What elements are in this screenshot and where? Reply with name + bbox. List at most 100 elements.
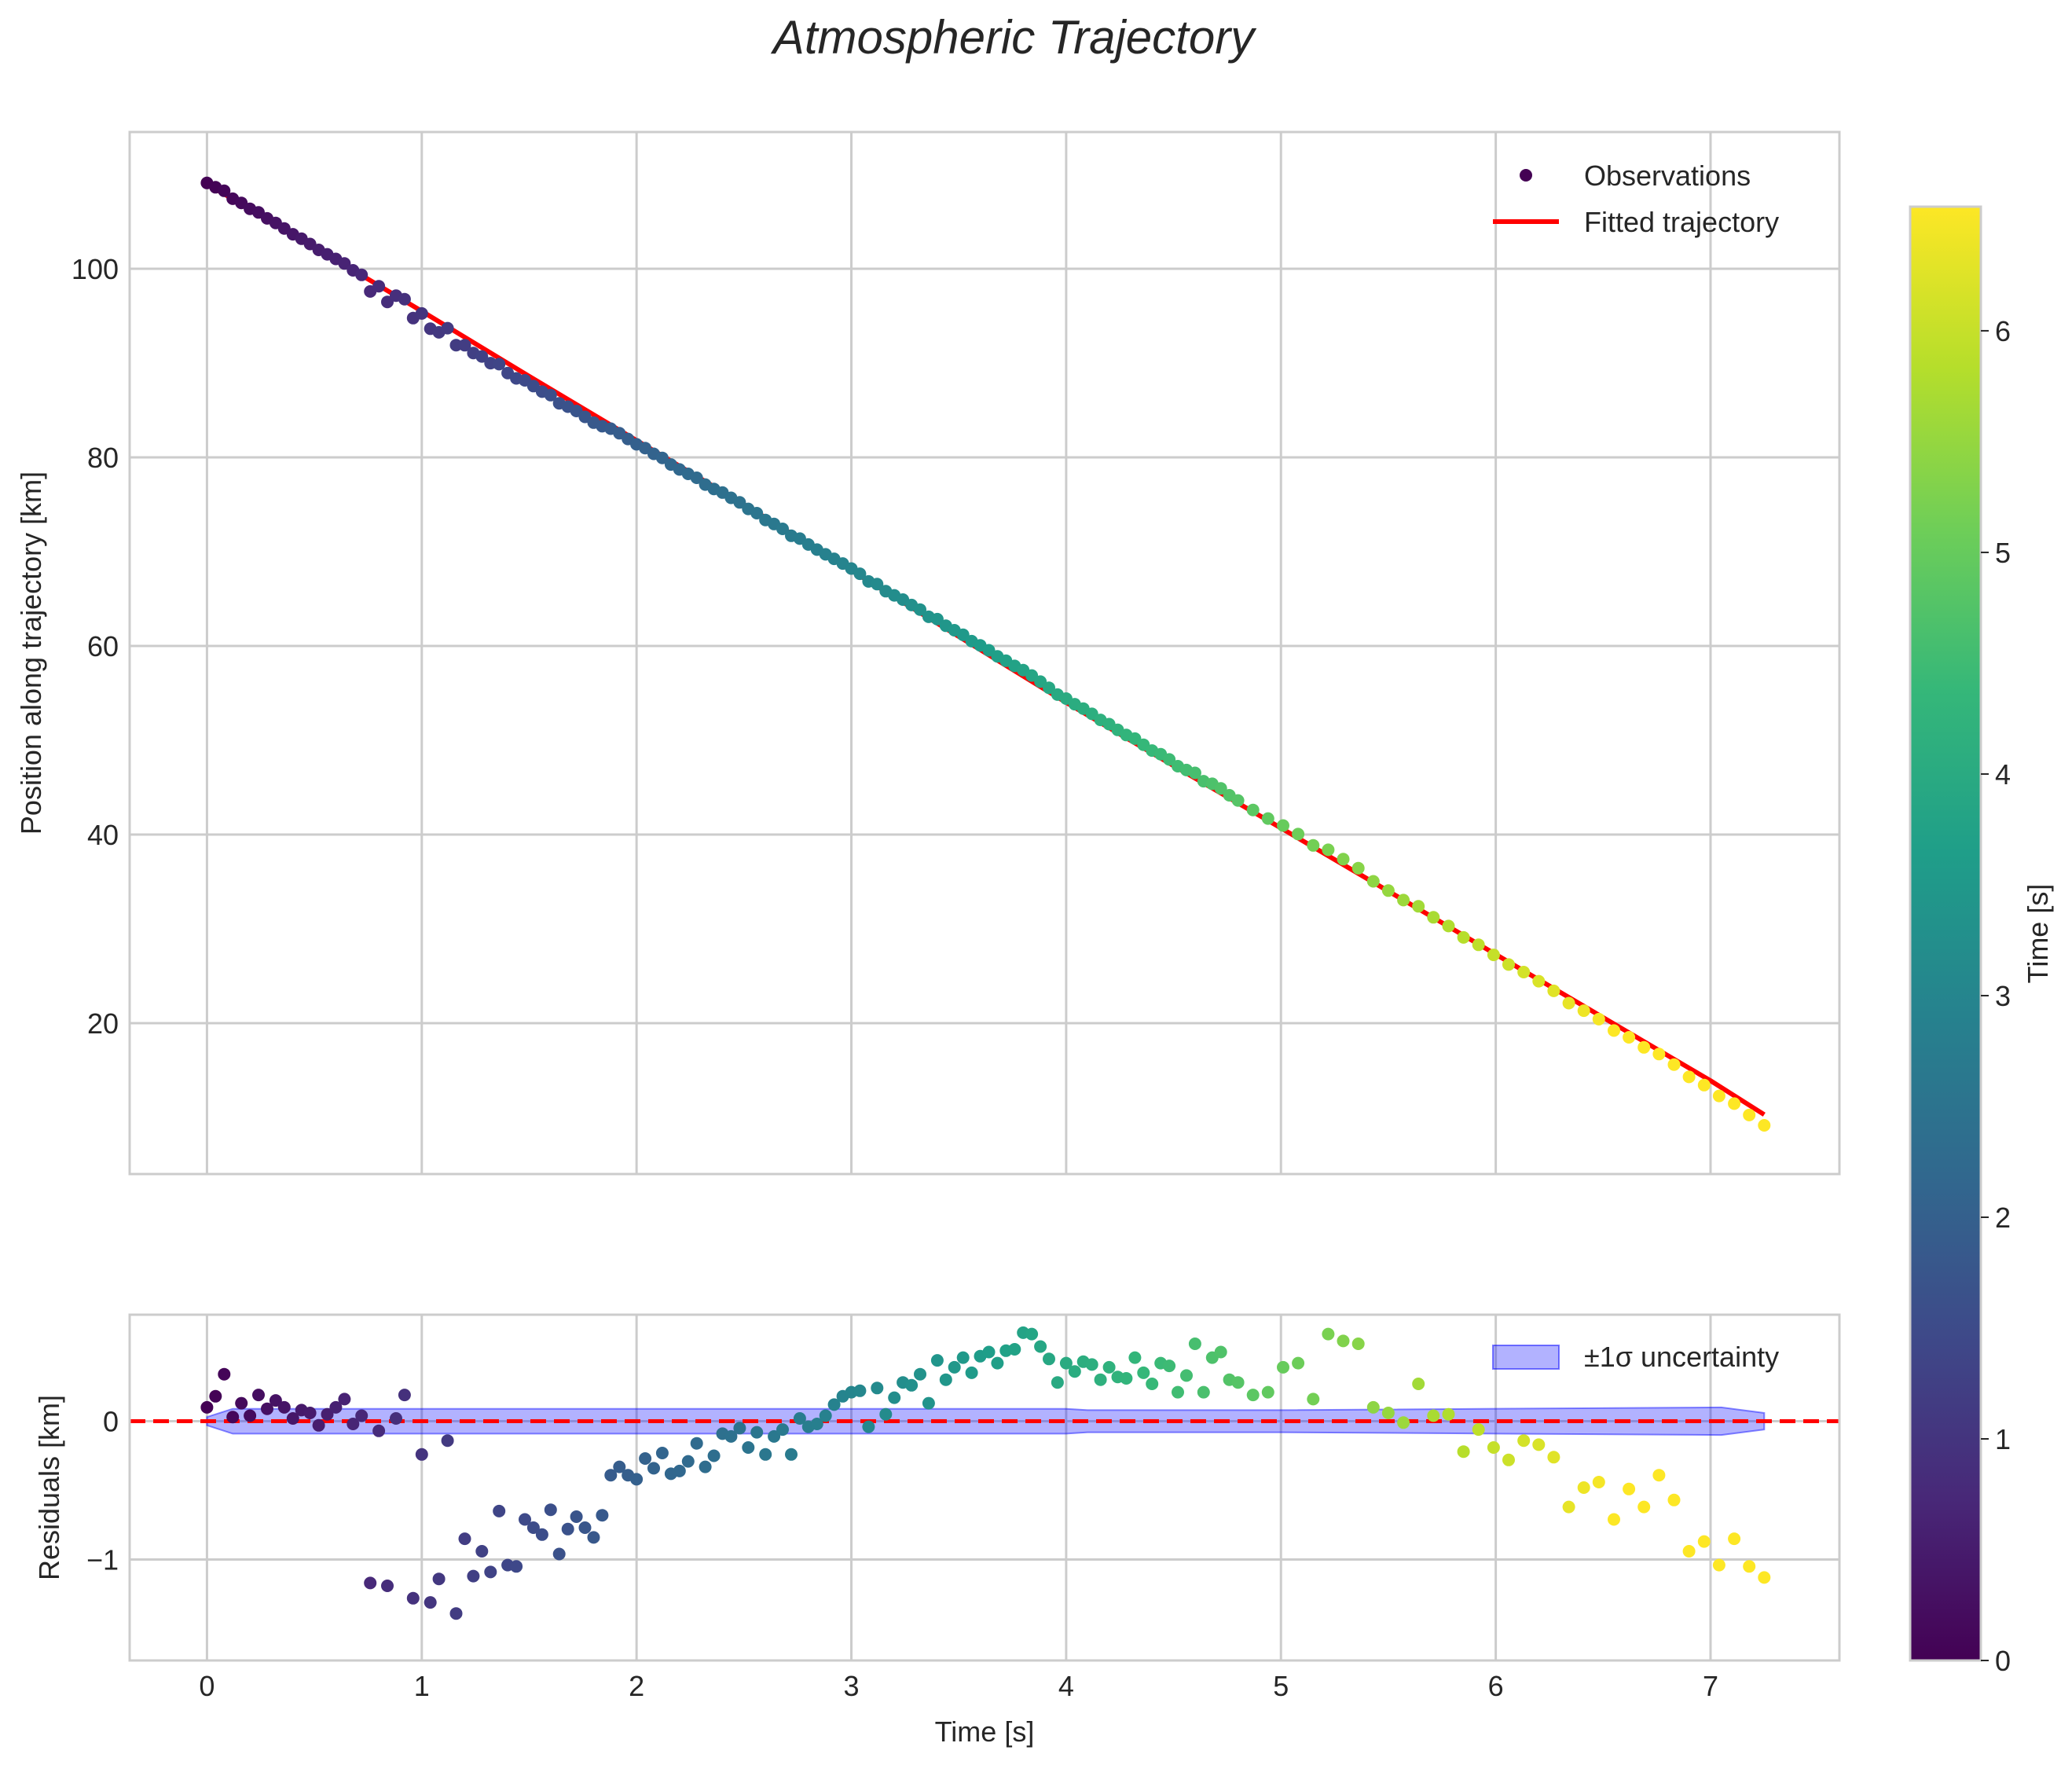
colorbar-tick-label: 2: [1995, 1202, 2011, 1234]
observation-point: [381, 295, 394, 309]
residual-point: [1712, 1558, 1725, 1572]
observation-point: [655, 451, 669, 464]
bottom-xtick-label: 5: [1273, 1670, 1289, 1702]
residual-point: [329, 1400, 343, 1414]
observation-point: [1577, 1004, 1590, 1018]
observation-point: [1667, 1058, 1681, 1071]
residual-point: [1697, 1535, 1711, 1548]
top-ytick-labels: 20 40 60 80 100: [72, 253, 119, 1040]
residual-point: [432, 1572, 446, 1586]
residual-point: [810, 1418, 823, 1430]
observation-point: [956, 628, 970, 641]
legend-observations-marker: [1520, 169, 1532, 182]
residual-point: [922, 1396, 935, 1410]
residual-point: [1231, 1376, 1245, 1389]
observation-point: [1381, 884, 1395, 897]
observation-point: [1427, 911, 1440, 924]
residual-point: [785, 1448, 798, 1461]
residual-point: [1667, 1493, 1681, 1506]
observation-point: [1743, 1108, 1756, 1121]
residual-point: [853, 1384, 867, 1397]
observation-point: [1412, 900, 1425, 913]
residual-point: [1307, 1393, 1320, 1406]
residual-point: [707, 1449, 721, 1462]
observation-point: [914, 603, 926, 616]
bottom-ytick-label: 0: [103, 1406, 119, 1438]
residual-point: [321, 1407, 334, 1421]
colorbar-tick-label: 5: [1995, 537, 2011, 569]
residual-point: [1180, 1369, 1193, 1382]
observation-points: [200, 176, 1771, 1132]
residual-point: [261, 1402, 273, 1415]
bottom-legend: ±1σ uncertainty: [1492, 1341, 1779, 1373]
observation-point: [1292, 827, 1305, 841]
residual-point: [673, 1464, 686, 1477]
colorbar-tick-label: 1: [1995, 1423, 2011, 1455]
observation-point: [449, 339, 463, 352]
observation-point: [1163, 753, 1176, 766]
residual-point: [484, 1565, 497, 1579]
residual-point: [1592, 1476, 1605, 1488]
observation-point: [1246, 803, 1260, 816]
colorbar-ticks: 0 1 2 3 4 5 6: [1981, 315, 2011, 1677]
residual-point: [286, 1412, 299, 1425]
observation-point: [1592, 1012, 1605, 1026]
bottom-xtick-label: 4: [1058, 1670, 1074, 1702]
residual-point: [303, 1407, 317, 1419]
observation-point: [1307, 838, 1320, 852]
residual-point: [793, 1412, 806, 1425]
observation-point: [1562, 996, 1575, 1010]
bottom-panel: 0 1 2 3 4 5 6 7 −1 0 Residuals [km] Time [s] ±1σ…: [33, 1313, 1841, 1748]
residual-point: [338, 1393, 351, 1406]
bottom-xtick-label: 6: [1488, 1670, 1504, 1702]
observation-point: [1487, 949, 1500, 962]
residual-point: [1487, 1441, 1500, 1454]
residual-point: [1051, 1376, 1064, 1389]
residual-point: [905, 1378, 919, 1392]
observation-point: [1697, 1078, 1711, 1092]
observation-point: [930, 612, 944, 626]
residual-point: [1043, 1352, 1055, 1366]
residual-point: [733, 1422, 746, 1435]
observation-point: [458, 339, 471, 352]
residual-point: [1577, 1481, 1590, 1494]
residual-point: [544, 1503, 557, 1517]
bottom-ylabel: Residuals [km]: [33, 1395, 65, 1580]
residual-point: [1652, 1469, 1666, 1482]
residual-point: [312, 1418, 325, 1432]
observation-point: [1457, 930, 1470, 944]
residual-point: [982, 1345, 996, 1359]
observation-point: [853, 567, 867, 581]
observation-point: [338, 257, 351, 270]
residual-point: [888, 1391, 901, 1404]
residual-point: [1517, 1434, 1531, 1448]
residual-point: [1068, 1365, 1081, 1378]
top-ytick-label: 60: [87, 630, 119, 662]
residual-point: [948, 1360, 961, 1374]
colorbar-gradient: [1909, 205, 1982, 1662]
observation-point: [1188, 766, 1201, 780]
residual-point: [347, 1418, 360, 1430]
observation-point: [1652, 1048, 1666, 1061]
residual-point: [1059, 1356, 1073, 1370]
residual-point: [406, 1591, 420, 1605]
bottom-xtick-label: 0: [199, 1670, 215, 1702]
residual-point: [1137, 1366, 1150, 1379]
residual-point: [587, 1531, 600, 1544]
residual-point: [1094, 1373, 1107, 1386]
observation-point: [1277, 819, 1289, 832]
colorbar: 0 1 2 3 4 5 6 Time [s]: [1909, 205, 2054, 1677]
observation-point: [690, 472, 703, 484]
residual-point: [1366, 1400, 1380, 1414]
residual-point: [467, 1569, 480, 1583]
residual-point: [252, 1389, 265, 1402]
residual-point: [879, 1407, 893, 1421]
observation-point: [1442, 919, 1455, 933]
residual-point: [1412, 1378, 1425, 1390]
observation-point: [218, 184, 231, 197]
residual-point: [441, 1434, 454, 1448]
residual-point: [1025, 1327, 1039, 1341]
residual-point: [1728, 1532, 1741, 1546]
residual-point: [776, 1423, 789, 1437]
residual-point: [630, 1473, 644, 1486]
